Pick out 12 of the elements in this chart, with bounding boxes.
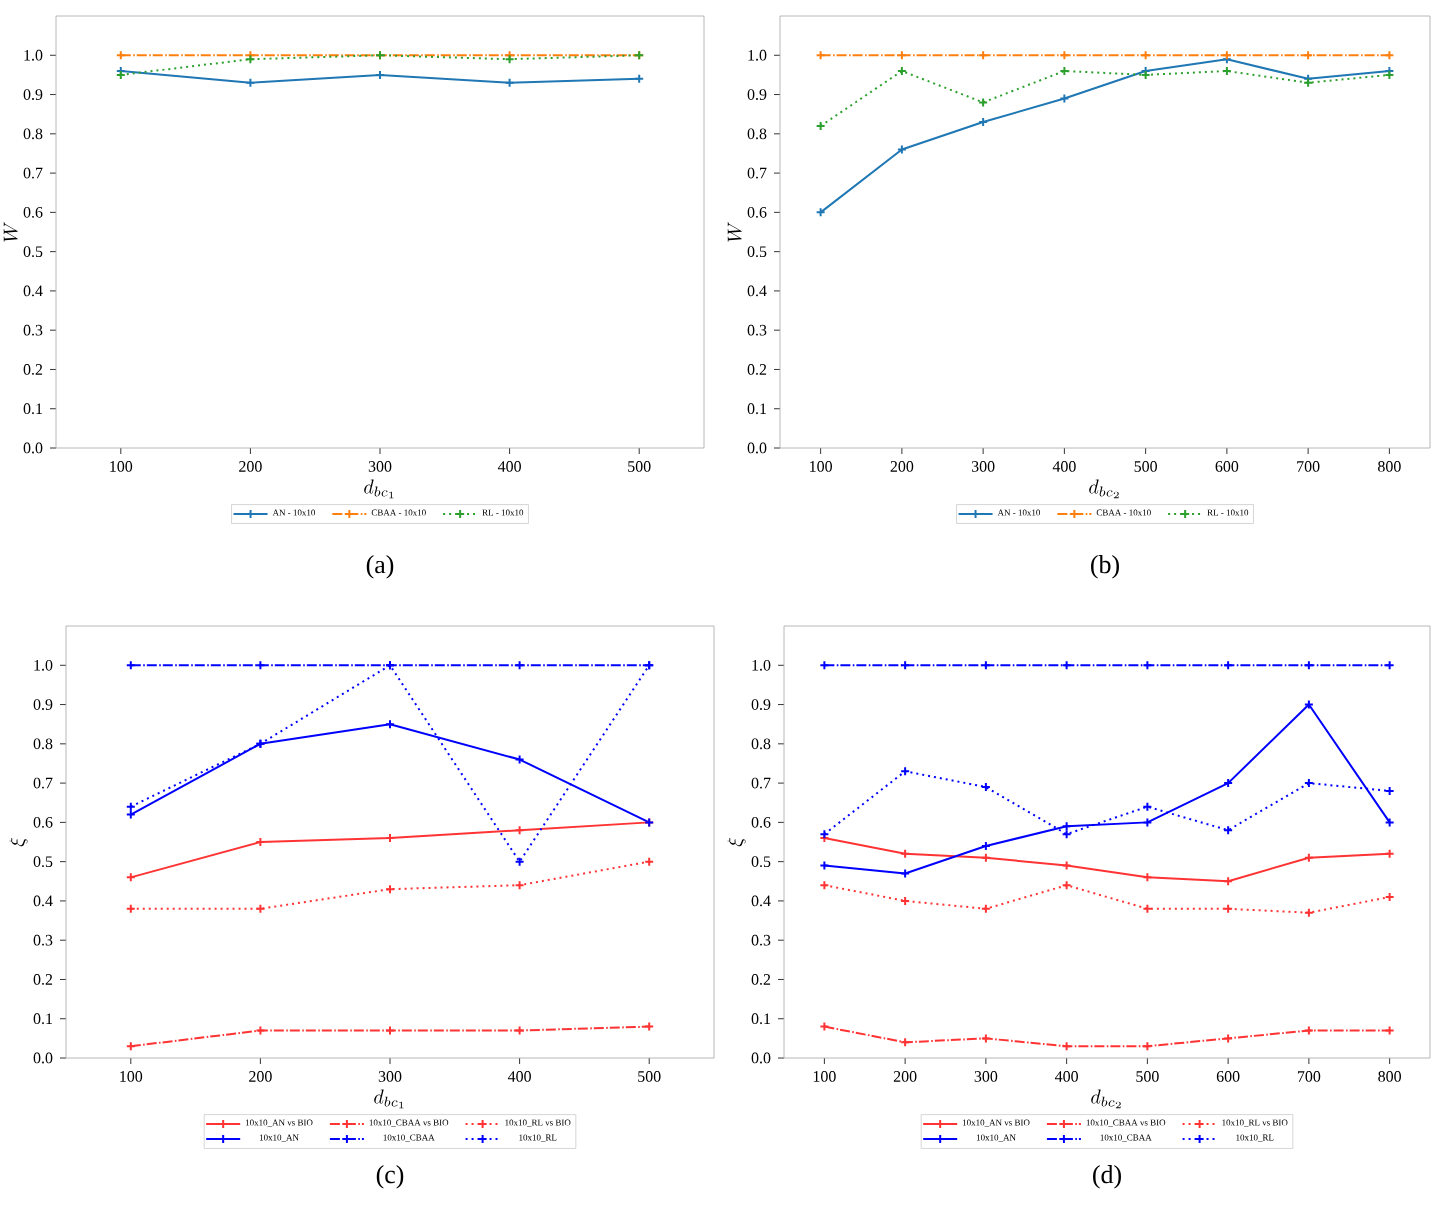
y-axis-title: $W$ <box>727 221 742 242</box>
text: (b) <box>1091 555 1119 579</box>
x-axis-title: $d_{bc_2}$ <box>1091 1089 1121 1109</box>
x-axis-title: $d_{bc_1}$ <box>364 479 394 499</box>
text: (c) <box>376 1165 404 1189</box>
y-axis-title: $W$ <box>3 221 18 242</box>
y-axis-title: $\xi$ <box>9 837 28 847</box>
y-axis-title: $\xi$ <box>727 837 746 847</box>
text: (a) <box>366 555 394 579</box>
x-axis-title: $d_{bc_2}$ <box>1089 479 1119 499</box>
x-axis-title: $d_{bc_1}$ <box>374 1089 404 1109</box>
text: (d) <box>1093 1165 1121 1189</box>
